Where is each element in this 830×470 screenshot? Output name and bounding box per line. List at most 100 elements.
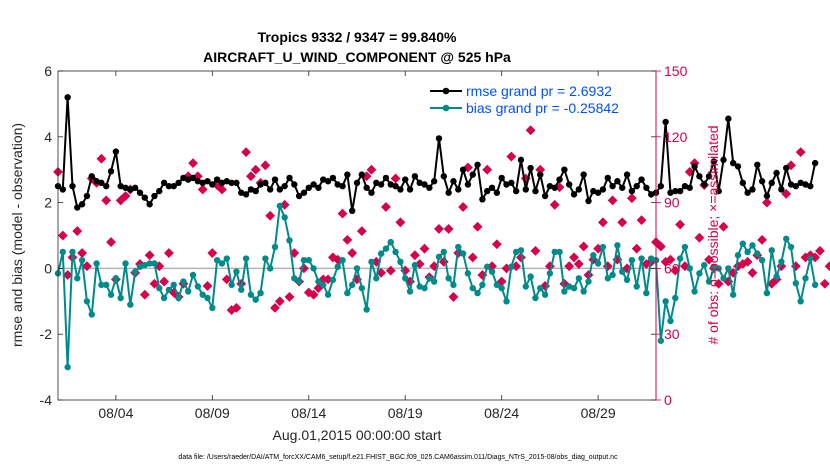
rmse-point [455,186,462,193]
bias-point [561,288,568,295]
rmse-point [276,186,284,193]
obs-assimilated-point [284,292,295,302]
x-tick-label: 08/29 [581,405,616,421]
bias-point [672,294,679,302]
bias-point [464,270,472,277]
bias-point [758,256,766,264]
bias-point [131,268,139,275]
bias-point [271,243,279,251]
bias-point [614,242,621,249]
obs-assimilated-point [617,217,628,228]
y-tick-left-label: 0 [44,260,52,276]
rmse-point [228,179,235,187]
bias-point [262,255,269,262]
rmse-point [763,192,771,200]
rmse-point [575,186,583,193]
rmse-point [382,174,390,182]
bias-point [623,276,631,284]
rmse-point [160,179,168,187]
rmse-point [464,181,472,188]
bias-point [402,275,409,282]
rmse-point [537,171,544,178]
bias-point [276,202,284,210]
legend: rmse grand pr = 2.6932 bias grand pr = -… [430,83,619,116]
rmse-point [754,161,761,168]
rmse-point [633,182,640,190]
rmse-point [411,173,419,180]
bias-point [503,298,510,305]
rmse-point [696,173,703,180]
bias-point [252,296,259,303]
obs-assimilated-point [747,267,758,278]
obs-assimilated-point [250,164,261,175]
rmse-point [590,187,597,195]
rmse-point [93,178,100,185]
obs-assimilated-point [72,226,83,237]
bias-point [175,294,182,302]
obs-assimilated-point [530,245,541,256]
obs-assimilated-point [197,184,208,195]
y-tick-right-label: 30 [664,326,680,342]
bias-point [295,278,303,285]
rmse-point [619,184,626,191]
rmse-point [783,164,790,172]
rmse-point [729,159,737,167]
bias-point [580,288,587,295]
rmse-point [170,182,177,190]
bias-point [213,256,221,264]
rmse-point [131,184,139,191]
obs-assimilated-point [241,147,251,158]
rmse-point [218,179,226,187]
bias-point [228,281,235,289]
rmse-point [281,182,288,190]
bias-point [368,258,375,266]
rmse-point [146,201,153,208]
rmse-point [117,182,124,190]
bias-point [720,275,727,282]
rmse-point [676,187,684,195]
rmse-point [103,182,110,190]
obs-assimilated-point [115,195,126,206]
bias-point [575,275,583,282]
data-file-footer: data file: /Users/raeder/DAI/ATM_forcXX/… [178,454,618,461]
bias-point [512,248,520,256]
obs-assimilated-point [631,243,642,254]
obs-assimilated-point [463,162,473,173]
rmse-point [802,181,809,188]
bias-point [238,286,245,293]
rmse-point [300,189,308,196]
obs-assimilated-point [448,292,459,302]
bias-point [594,260,602,267]
obs-assimilated-point [381,202,391,212]
bias-point [430,278,438,285]
bias-point [64,363,71,371]
bias-point [570,284,578,292]
bias-point [749,242,756,249]
bias-point [459,250,467,257]
bias-point [725,265,732,272]
legend-rmse-marker [442,87,450,95]
bias-point [734,252,742,259]
bias-point [266,265,274,272]
bias-point [426,275,433,282]
obs-assimilated-point [781,188,792,199]
bias-point [88,311,95,318]
chart-title: Tropics 9332 / 9347 = 99.840% [258,29,457,45]
bias-point [488,268,496,275]
y-tick-left-label: 2 [44,195,52,211]
bias-point [590,252,597,259]
bias-point [103,281,110,289]
obs-assimilated-point [164,248,174,258]
bias-point [604,275,611,282]
obs-assimilated-point [106,237,116,247]
rmse-point [710,158,718,165]
bias-point [59,248,67,256]
bias-point [811,281,819,289]
bias-point [797,298,804,305]
y-axis-label-right: # of obs: o=possible; ×=assimilated [705,125,721,344]
y-tick-right-label: 150 [664,63,688,79]
obs-assimilated-point [665,254,676,265]
bias-point [344,289,351,297]
obs-assimilated-point [82,261,92,272]
bias-point [565,283,573,290]
